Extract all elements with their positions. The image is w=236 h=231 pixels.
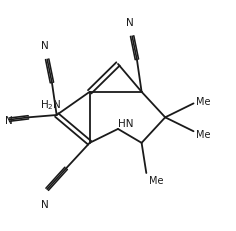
Text: Me: Me	[196, 129, 210, 139]
Text: N: N	[126, 18, 134, 28]
Text: N: N	[41, 199, 49, 209]
Text: Me: Me	[196, 97, 210, 107]
Text: HN: HN	[118, 118, 134, 128]
Text: H$_2$N: H$_2$N	[40, 98, 61, 112]
Text: N: N	[41, 41, 49, 51]
Text: N: N	[5, 115, 13, 125]
Text: Me: Me	[149, 176, 163, 185]
